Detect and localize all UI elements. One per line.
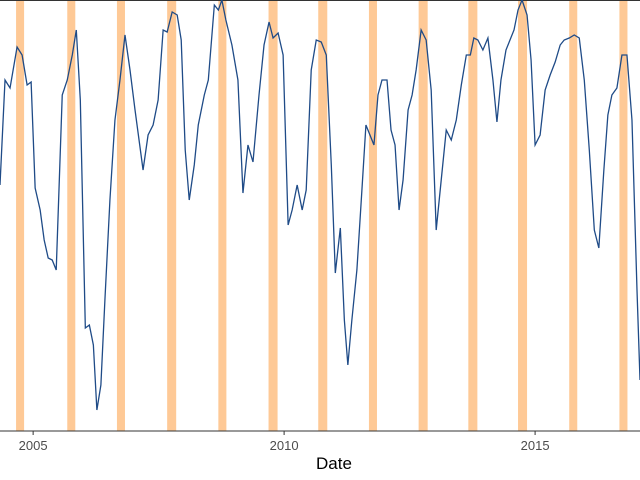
x-axis-title: Date — [316, 454, 352, 473]
band — [518, 0, 528, 431]
band — [318, 0, 328, 431]
band — [418, 0, 428, 431]
x-tick-label: 2015 — [521, 438, 550, 453]
band — [468, 0, 478, 431]
band — [167, 0, 177, 431]
band — [67, 0, 76, 431]
line — [0, 0, 640, 411]
band — [218, 0, 227, 431]
band — [16, 0, 25, 431]
band — [116, 0, 125, 431]
band — [569, 0, 578, 431]
band — [268, 0, 278, 431]
x-tick-label: 2010 — [270, 438, 299, 453]
x-tick-label: 2005 — [19, 438, 48, 453]
band — [368, 0, 377, 431]
band — [619, 0, 628, 431]
